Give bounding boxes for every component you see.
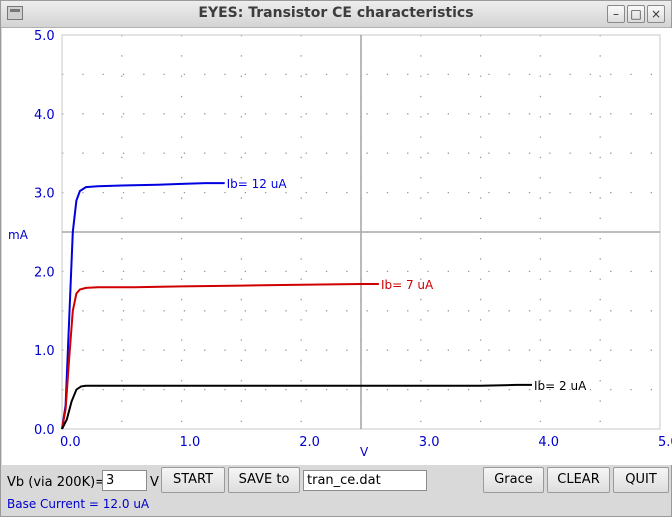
vb-input[interactable]: 3 [102, 470, 147, 491]
x-tick-label: 0.0 [60, 435, 81, 450]
x-tick-label: 4.0 [538, 435, 559, 450]
vb-label: Vb (via 200K)= [7, 475, 107, 490]
start-button[interactable]: START [161, 467, 225, 493]
y-tick-label: 1.0 [34, 344, 55, 359]
title-bar[interactable]: EYES: Transistor CE characteristics – □ … [1, 1, 671, 28]
window-menu-icon[interactable] [7, 6, 23, 20]
plot-canvas[interactable]: 5.0 4.0 3.0 2.0 1.0 0.0 0.0 1.0 2.0 3.0 4.0 5.0 Ib=… [2, 28, 672, 465]
series-group: Ib= 12 uA Ib= 7 uA Ib= 2 uA [61, 177, 587, 430]
series-line-2 [61, 383, 532, 430]
maximize-icon[interactable]: □ [627, 5, 645, 23]
minimize-icon[interactable]: – [607, 5, 625, 23]
window-title: EYES: Transistor CE characteristics [198, 5, 474, 21]
save-to-button[interactable]: SAVE to [228, 467, 300, 493]
x-tick-label: 5.0 [658, 435, 672, 450]
grace-button[interactable]: Grace [483, 467, 544, 493]
y-tick-label: 0.0 [34, 423, 55, 438]
y-axis-label: mA [8, 228, 29, 242]
x-axis-label: V [360, 445, 369, 459]
y-tick-label: 5.0 [34, 29, 55, 44]
series-label-0: Ib= 12 uA [227, 177, 288, 191]
quit-button[interactable]: QUIT [613, 467, 669, 493]
y-tick-label: 3.0 [34, 187, 55, 202]
series-line-0 [61, 182, 225, 430]
base-current-status: Base Current = 12.0 uA [7, 497, 150, 511]
y-tick-label: 2.0 [34, 265, 55, 280]
series-label-1: Ib= 7 uA [381, 278, 434, 292]
x-tick-label: 1.0 [180, 435, 201, 450]
y-tick-label: 4.0 [34, 108, 55, 123]
clear-button[interactable]: CLEAR [547, 467, 610, 493]
series-line-1 [61, 283, 379, 430]
tick-labels: 5.0 4.0 3.0 2.0 1.0 0.0 0.0 1.0 2.0 3.0 4.0 5.0 [34, 29, 672, 450]
series-label-2: Ib= 2 uA [534, 379, 587, 393]
plot-svg[interactable]: 5.0 4.0 3.0 2.0 1.0 0.0 0.0 1.0 2.0 3.0 4.0 5.0 Ib=… [2, 28, 672, 465]
x-tick-label: 2.0 [299, 435, 320, 450]
filename-input[interactable]: tran_ce.dat [303, 470, 427, 491]
close-icon[interactable]: × [647, 5, 665, 23]
x-tick-label: 3.0 [419, 435, 440, 450]
crosshair [62, 35, 660, 429]
vb-unit: V [150, 475, 159, 490]
